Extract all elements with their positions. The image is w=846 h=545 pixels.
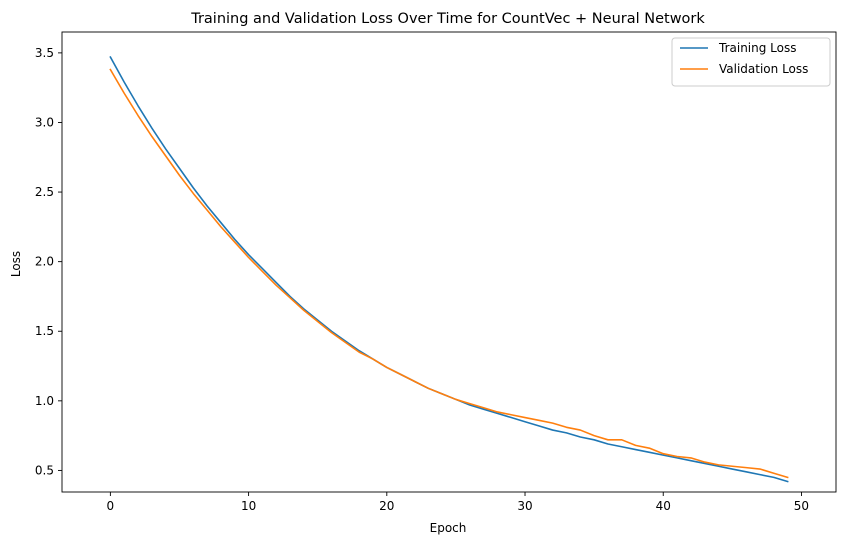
series-line-validation: [109, 68, 789, 479]
x-tick-label: 20: [379, 499, 394, 513]
legend-label: Training Loss: [718, 41, 796, 55]
y-tick-label: 1.0: [35, 394, 54, 408]
x-tick-label: 0: [107, 499, 115, 513]
plot-area: 0 10 20 30 40 50 0.5 1.0 1.5 2.0 2.5 3.0 3.5: [35, 31, 837, 513]
axes-frame: [61, 31, 837, 493]
x-tick-label: 40: [656, 499, 671, 513]
legend-label: Validation Loss: [719, 62, 808, 76]
legend-box: [671, 37, 831, 87]
y-tick-label: 3.0: [35, 115, 54, 129]
x-axis-label: Epoch: [430, 521, 467, 535]
legend: Training Loss Validation Loss: [671, 37, 831, 87]
y-tick-label: 3.5: [35, 46, 54, 60]
y-tick-label: 2.5: [35, 185, 54, 199]
y-tick-label: 0.5: [35, 463, 54, 477]
x-tick-label: 30: [517, 499, 532, 513]
y-axis-label: Loss: [9, 251, 23, 277]
y-tick-label: 2.0: [35, 255, 54, 269]
chart-title: Training and Validation Loss Over Time f…: [190, 11, 705, 27]
y-tick-label: 1.5: [35, 324, 54, 338]
x-tick-label: 50: [794, 499, 809, 513]
series-line-training: [109, 55, 789, 483]
x-tick-label: 10: [241, 499, 256, 513]
